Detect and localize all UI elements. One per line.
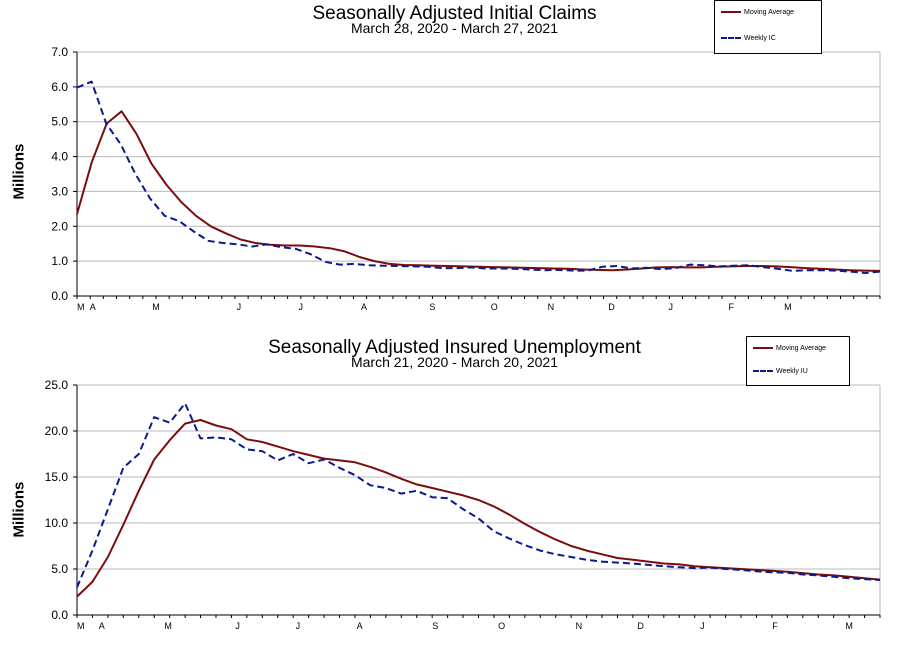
- x-tick-label: S: [429, 302, 435, 312]
- chart-legend: Moving Average Weekly IU: [746, 336, 850, 386]
- x-tick-label: D: [608, 302, 615, 312]
- chart-legend: Moving Average Weekly IC: [714, 0, 822, 54]
- legend-label: Weekly IU: [776, 368, 808, 375]
- y-tick-label: 6.0: [51, 80, 68, 94]
- x-tick-label: M: [77, 302, 85, 312]
- x-tick-label: J: [700, 621, 705, 631]
- y-axis-label: Millions: [10, 481, 28, 538]
- y-tick-label: 15.0: [45, 470, 69, 484]
- chart-initial-claims: 0.0 1.0 2.0 3.0 4.0 5.0 6.0 7.0 M A M J J A S O N D J F M Se…: [0, 0, 909, 322]
- y-tick-label: 5.0: [51, 115, 68, 129]
- x-tick-label: J: [296, 621, 301, 631]
- chart-subtitle: March 28, 2020 - March 27, 2021: [350, 20, 558, 36]
- x-tick-label: A: [90, 302, 96, 312]
- x-tick-label: N: [548, 302, 555, 312]
- series-line-moving-average: [76, 419, 881, 598]
- legend-entry-moving-average: Moving Average: [721, 8, 794, 18]
- legend-label: Moving Average: [744, 9, 795, 16]
- series-line-weekly: [76, 402, 881, 588]
- legend-swatch-moving-average: [721, 11, 741, 14]
- x-tick-label: D: [637, 621, 644, 631]
- chart-initial-claims-svg: 0.01.02.03.04.05.06.07.0M A M J J A S O N D J F M: [51, 45, 881, 312]
- x-tick-label: M: [784, 302, 792, 312]
- y-tick-label: 2.0: [51, 219, 68, 233]
- y-tick-label: 10.0: [45, 516, 69, 530]
- y-tick-label: 25.0: [45, 378, 69, 392]
- legend-entry-weekly: Weekly IU: [753, 367, 808, 377]
- x-tick-label: M: [152, 302, 160, 312]
- y-tick-label: 7.0: [51, 45, 68, 59]
- legend-swatch-weekly: [753, 370, 773, 373]
- x-tick-label: M: [845, 621, 853, 631]
- x-tick-label: N: [576, 621, 583, 631]
- x-tick-label: J: [299, 302, 304, 312]
- x-tick-label: F: [772, 621, 778, 631]
- chart-insured-unemployment: 0.0 5.0 10.0 15.0 20.0 25.0 M A M J J A S O N D J F M Seas…: [0, 334, 909, 648]
- chart-subtitle: March 21, 2020 - March 20, 2021: [350, 354, 558, 370]
- legend-swatch-moving-average: [753, 347, 773, 350]
- x-tick-label: A: [357, 621, 363, 631]
- x-tick-label: A: [99, 621, 105, 631]
- y-tick-label: 0.0: [51, 608, 68, 622]
- y-tick-label: 20.0: [45, 424, 69, 438]
- y-tick-label: 3.0: [51, 184, 68, 198]
- x-tick-label: F: [728, 302, 734, 312]
- legend-entry-moving-average: Moving Average: [753, 344, 826, 354]
- legend-entry-weekly: Weekly IC: [721, 34, 776, 44]
- chart-insured-unemployment-svg: 0.0 5.0 10.0 15.0 20.0 25.0 M A M J J A S O N D J F M: [45, 378, 881, 631]
- x-tick-label: M: [164, 621, 172, 631]
- x-tick-label: O: [491, 302, 498, 312]
- x-tick-label: O: [498, 621, 505, 631]
- x-tick-label: J: [237, 302, 242, 312]
- legend-swatch-weekly: [721, 37, 741, 40]
- y-axis-label: Millions: [10, 143, 28, 200]
- y-tick-label: 5.0: [51, 562, 68, 576]
- y-tick-label: 1.0: [51, 254, 68, 268]
- x-tick-label: A: [361, 302, 367, 312]
- x-tick-label: J: [235, 621, 240, 631]
- chart-title: Seasonally Adjusted Initial Claims: [312, 3, 597, 24]
- x-tick-label: S: [432, 621, 438, 631]
- legend-label: Weekly IC: [744, 35, 776, 42]
- x-tick-label: J: [668, 302, 673, 312]
- series-line-weekly: [76, 80, 881, 274]
- y-tick-label: 4.0: [51, 150, 68, 164]
- x-tick-label: M: [77, 621, 85, 631]
- legend-label: Moving Average: [776, 345, 827, 352]
- chart-title: Seasonally Adjusted Insured Unemployment: [268, 337, 641, 358]
- y-tick-label: 0.0: [51, 289, 68, 303]
